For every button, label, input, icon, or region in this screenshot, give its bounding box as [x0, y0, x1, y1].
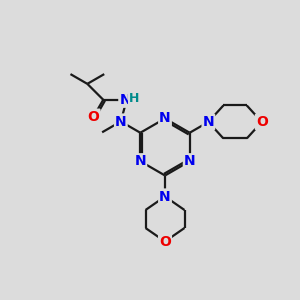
Text: O: O: [88, 110, 99, 124]
Text: N: N: [115, 115, 127, 128]
Text: H: H: [129, 92, 139, 105]
Text: O: O: [159, 235, 171, 248]
Text: N: N: [119, 93, 131, 107]
Text: N: N: [159, 190, 171, 203]
Text: N: N: [202, 115, 214, 129]
Text: N: N: [184, 154, 196, 168]
Text: N: N: [134, 154, 146, 168]
Text: N: N: [159, 112, 171, 125]
Text: O: O: [256, 115, 268, 129]
